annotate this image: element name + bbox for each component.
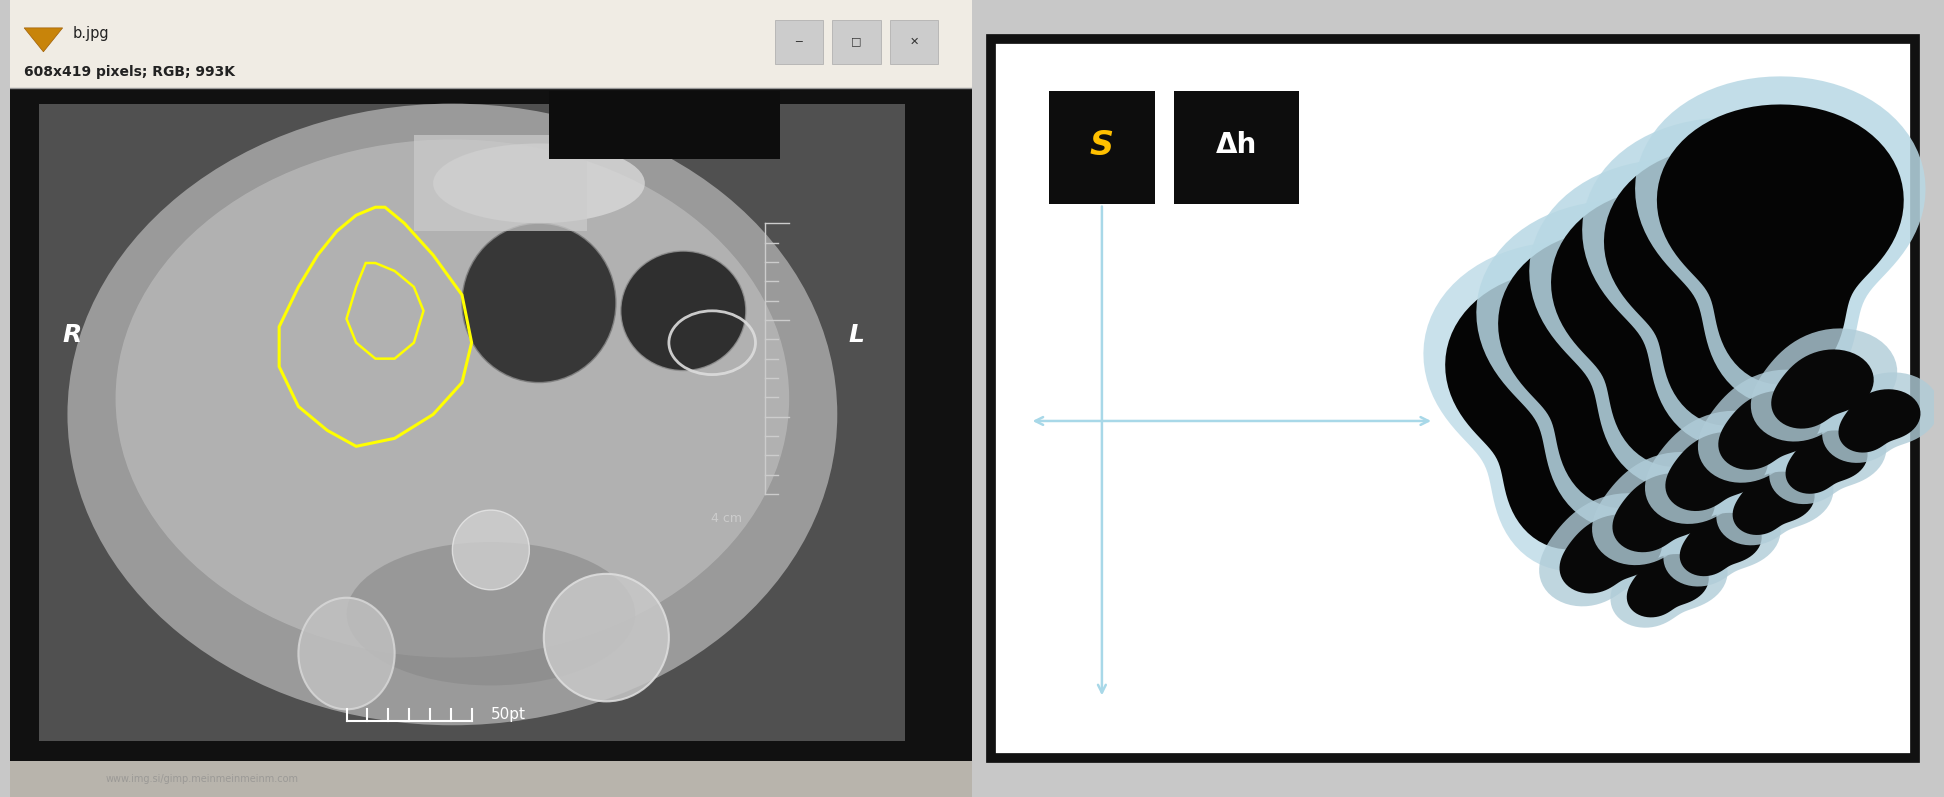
Bar bbox=[10, 0, 972, 88]
Ellipse shape bbox=[544, 574, 669, 701]
Polygon shape bbox=[1540, 493, 1685, 607]
Ellipse shape bbox=[434, 143, 645, 223]
Text: ✕: ✕ bbox=[910, 37, 920, 46]
Polygon shape bbox=[1680, 512, 1761, 576]
Polygon shape bbox=[1604, 146, 1851, 426]
Polygon shape bbox=[1822, 372, 1940, 463]
Polygon shape bbox=[1771, 349, 1874, 429]
Ellipse shape bbox=[453, 510, 529, 590]
Polygon shape bbox=[1612, 473, 1715, 552]
Bar bbox=[548, 91, 780, 159]
Polygon shape bbox=[1769, 414, 1886, 504]
Ellipse shape bbox=[463, 223, 616, 383]
Polygon shape bbox=[1559, 514, 1662, 594]
Ellipse shape bbox=[346, 542, 636, 685]
Polygon shape bbox=[23, 28, 62, 52]
Polygon shape bbox=[1530, 159, 1820, 489]
Polygon shape bbox=[1785, 430, 1868, 494]
Text: www.img.si/gimp.meinmeinmeinm.com: www.img.si/gimp.meinmeinmeinm.com bbox=[105, 775, 299, 784]
Bar bbox=[890, 20, 939, 64]
Polygon shape bbox=[1697, 370, 1845, 483]
Polygon shape bbox=[1551, 186, 1798, 467]
Text: 4 cm: 4 cm bbox=[712, 512, 743, 524]
Bar bbox=[1050, 92, 1155, 204]
Polygon shape bbox=[1664, 496, 1781, 587]
Text: b.jpg: b.jpg bbox=[72, 26, 109, 41]
Bar bbox=[832, 20, 881, 64]
Polygon shape bbox=[1635, 77, 1927, 406]
Polygon shape bbox=[1444, 269, 1691, 549]
Polygon shape bbox=[1582, 118, 1872, 447]
Text: □: □ bbox=[851, 37, 861, 46]
Text: 50pt: 50pt bbox=[490, 708, 527, 722]
Bar bbox=[10, 88, 972, 797]
Bar bbox=[414, 135, 587, 231]
Text: L: L bbox=[850, 323, 865, 347]
Ellipse shape bbox=[620, 251, 746, 371]
Polygon shape bbox=[1423, 241, 1715, 571]
Polygon shape bbox=[1592, 452, 1738, 565]
Polygon shape bbox=[1839, 389, 1921, 453]
Bar bbox=[10, 761, 972, 797]
Bar bbox=[1174, 92, 1299, 204]
Text: R: R bbox=[62, 323, 82, 347]
Polygon shape bbox=[1610, 537, 1728, 628]
Ellipse shape bbox=[115, 139, 789, 658]
Polygon shape bbox=[1475, 200, 1767, 529]
Polygon shape bbox=[1627, 554, 1709, 618]
Text: 608x419 pixels; RGB; 993K: 608x419 pixels; RGB; 993K bbox=[23, 65, 235, 79]
Bar bbox=[776, 20, 822, 64]
Polygon shape bbox=[1645, 410, 1790, 524]
Polygon shape bbox=[1656, 104, 1903, 384]
Polygon shape bbox=[1717, 455, 1833, 545]
Ellipse shape bbox=[68, 104, 838, 725]
Text: S: S bbox=[1091, 129, 1114, 162]
Ellipse shape bbox=[297, 598, 395, 709]
Polygon shape bbox=[1499, 228, 1746, 508]
Polygon shape bbox=[1732, 472, 1814, 535]
Bar bbox=[39, 104, 904, 741]
Text: Δh: Δh bbox=[1217, 132, 1258, 159]
Polygon shape bbox=[1718, 391, 1822, 469]
Text: ─: ─ bbox=[795, 37, 803, 46]
Polygon shape bbox=[1666, 432, 1767, 511]
Polygon shape bbox=[1752, 328, 1897, 442]
